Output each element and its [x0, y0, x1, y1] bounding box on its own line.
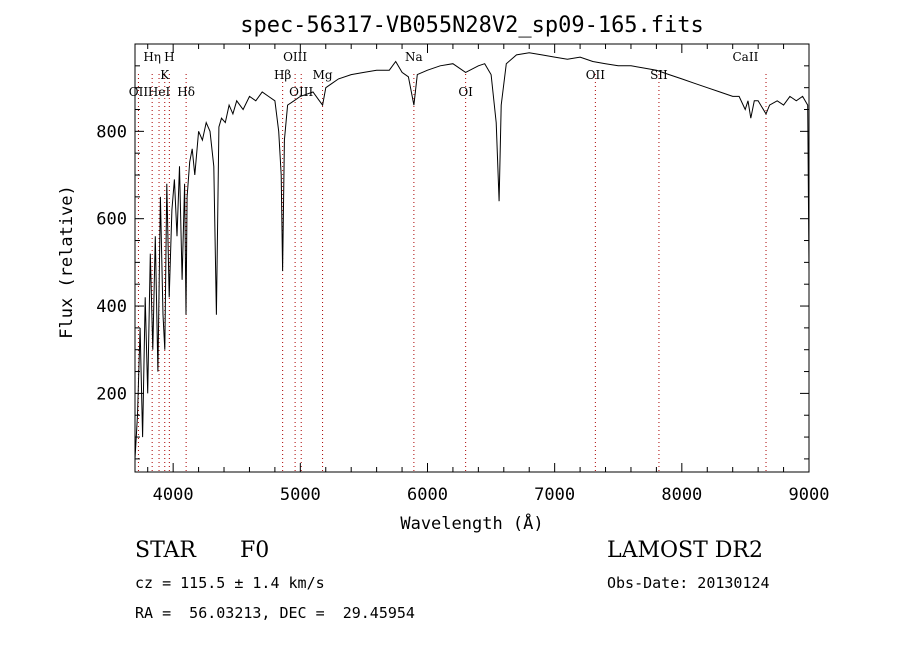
- line-id-label: SII: [650, 68, 668, 82]
- y-tick-label: 200: [96, 384, 127, 404]
- x-tick-label: 6000: [407, 485, 448, 505]
- line-id-label: Hδ: [177, 85, 195, 99]
- line-id-label: CaII: [733, 50, 759, 64]
- y-tick-label: 600: [96, 210, 127, 230]
- line-id-label: OII: [129, 85, 149, 99]
- line-id-label: OII: [586, 68, 606, 82]
- survey-name: LAMOST DR2: [607, 538, 763, 563]
- line-id-label: Mg: [313, 68, 333, 82]
- object-subclass: F0: [240, 538, 270, 563]
- line-id-label: Hβ: [274, 68, 291, 82]
- object-class: STAR: [135, 538, 196, 563]
- x-axis-ticks: 4000 5000 6000 7000 8000 9000: [147, 44, 830, 505]
- x-tick-label: 7000: [534, 485, 575, 505]
- x-tick-label: 5000: [280, 485, 321, 505]
- line-id-label: Hη: [143, 50, 161, 64]
- line-id-label: OI: [458, 85, 473, 99]
- x-axis-label: Wavelength (Å): [400, 512, 543, 534]
- y-tick-label: 800: [96, 122, 127, 142]
- line-id-label: K: [160, 68, 170, 82]
- x-tick-label: 4000: [153, 485, 194, 505]
- chart-title: spec-56317-VB055N28V2_sp09-165.fits: [240, 13, 704, 38]
- y-axis-ticks: 200 400 600 800: [96, 43, 809, 460]
- spectrum-line: [134, 52, 810, 459]
- y-tick-label: 400: [96, 297, 127, 317]
- redshift-text: cz = 115.5 ± 1.4 km/s: [135, 574, 325, 592]
- line-id-label: OIII: [289, 85, 313, 99]
- x-tick-label: 8000: [661, 485, 702, 505]
- line-id-label: HeI: [148, 85, 171, 99]
- coordinates-text: RA = 56.03213, DEC = 29.45954: [135, 604, 415, 622]
- line-id-label: OIII: [283, 50, 307, 64]
- y-axis-label: Flux (relative): [57, 185, 77, 339]
- obs-date-text: Obs-Date: 20130124: [607, 574, 770, 592]
- line-id-label: Na: [405, 50, 423, 64]
- marker-lines-group: [137, 74, 767, 472]
- x-tick-label: 9000: [789, 485, 830, 505]
- plot-frame: [134, 43, 810, 473]
- line-id-label: H: [164, 50, 174, 64]
